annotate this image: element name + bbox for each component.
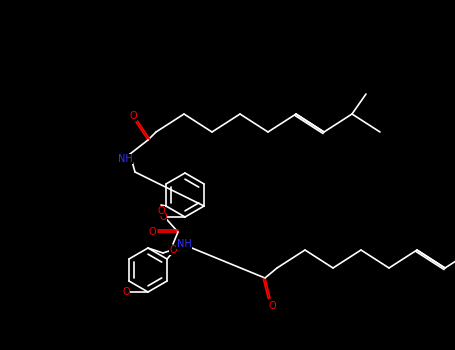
- Text: O: O: [122, 287, 130, 297]
- Text: O: O: [159, 212, 167, 222]
- Text: NH: NH: [177, 239, 192, 249]
- Text: O: O: [169, 245, 177, 255]
- Text: O: O: [268, 301, 276, 311]
- Text: O: O: [129, 111, 137, 121]
- Text: NH: NH: [118, 154, 132, 164]
- Text: O: O: [148, 227, 156, 237]
- Text: O: O: [157, 206, 165, 216]
